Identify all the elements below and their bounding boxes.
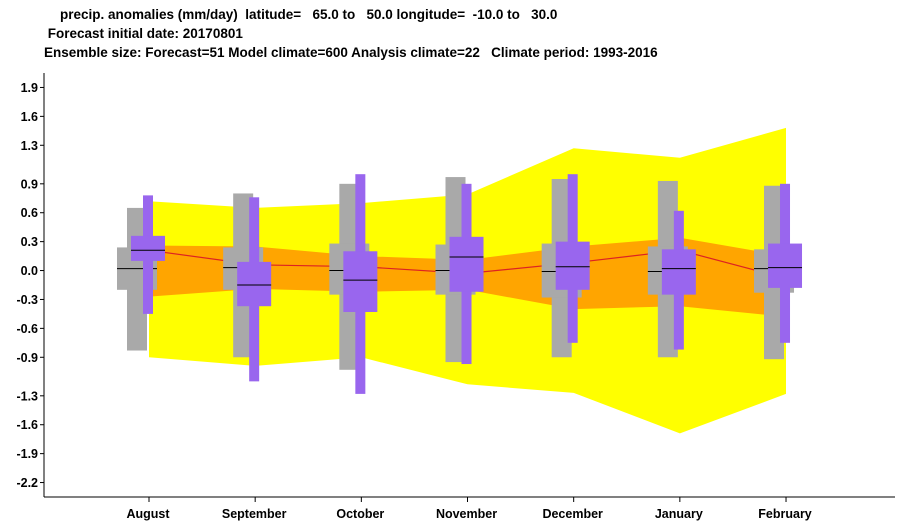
y-tick-label: 0.6 [21, 206, 38, 220]
y-tick-label: -0.6 [16, 322, 38, 336]
forecast-box-2-box [237, 261, 272, 307]
chart-title-line-1: precip. anomalies (mm/day) latitude= 65.… [60, 7, 558, 22]
y-tick-label: 0.3 [21, 235, 38, 249]
x-tick-label-october: October [336, 507, 384, 521]
forecast-box-5 [555, 174, 590, 343]
y-tick-label: -1.3 [16, 389, 38, 403]
x-tick-label-february: February [758, 507, 812, 521]
y-tick-label: 1.6 [21, 110, 38, 124]
forecast-box-6 [661, 210, 696, 350]
x-tick-label-august: August [126, 507, 170, 521]
y-tick-label: -0.9 [16, 351, 38, 365]
forecast-box-7-box [768, 243, 803, 288]
y-tick-label: -0.3 [16, 293, 38, 307]
x-tick-label-november: November [436, 507, 497, 521]
y-tick-label: 0.0 [21, 264, 38, 278]
y-tick-label: 0.9 [21, 177, 38, 191]
forecast-box-1-box [131, 235, 165, 261]
chart-title-line-3: Ensemble size: Forecast=51 Model climate… [44, 45, 658, 60]
x-tick-label-september: September [222, 507, 287, 521]
forecast-box-7 [768, 183, 803, 343]
x-tick-label-january: January [655, 507, 703, 521]
forecast-box-5-box [555, 241, 590, 290]
y-tick-label: -2.2 [16, 476, 38, 490]
y-tick-label: -1.6 [16, 418, 38, 432]
forecast-box-6-box [661, 249, 696, 295]
forecast-box-4-box [449, 236, 484, 292]
forecast-box-1 [131, 195, 165, 314]
chart-title-line-2: Forecast initial date: 20170801 [44, 26, 243, 41]
forecast-box-3-box [343, 251, 378, 312]
y-tick-label: -1.9 [16, 447, 38, 461]
forecast-box-3 [343, 174, 378, 394]
forecast-box-2 [237, 197, 272, 382]
y-tick-label: 1.3 [21, 139, 38, 153]
x-tick-label-december: December [542, 507, 603, 521]
forecast-box-4 [449, 183, 484, 365]
y-tick-label: 1.9 [21, 81, 38, 95]
